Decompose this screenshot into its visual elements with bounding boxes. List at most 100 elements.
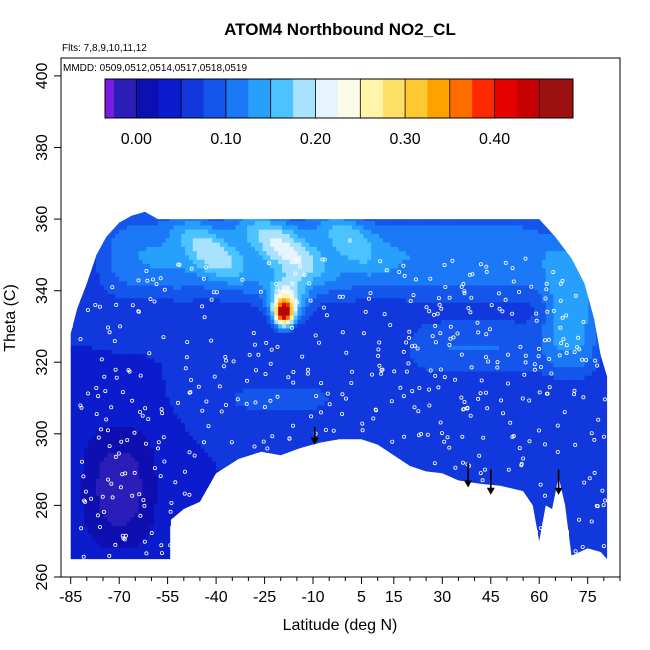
heatmap-cell <box>254 448 260 454</box>
heatmap-cell <box>219 216 225 222</box>
heatmap-cell <box>154 469 159 475</box>
heatmap-cell <box>169 357 175 363</box>
heatmap-cell <box>73 564 77 569</box>
heatmap-cell <box>150 327 155 333</box>
heatmap-cell <box>95 521 101 527</box>
heatmap-cell <box>231 409 237 415</box>
heatmap-cell <box>146 546 151 552</box>
heatmap-cell <box>165 435 171 441</box>
heatmap-cell <box>216 250 221 256</box>
heatmap-cell <box>119 357 124 363</box>
heatmap-cell <box>161 473 167 479</box>
heatmap-cell <box>142 362 147 368</box>
heatmap-cell <box>223 323 229 329</box>
heatmap-cell <box>243 388 248 393</box>
heatmap-cell <box>340 216 345 222</box>
heatmap-cell <box>92 272 97 277</box>
heatmap-cell <box>157 272 163 277</box>
heatmap-cell <box>103 379 109 385</box>
heatmap-cell <box>146 448 151 454</box>
heatmap-cell <box>72 473 78 479</box>
heatmap-cell <box>282 426 287 432</box>
heatmap-cell <box>223 418 229 423</box>
heatmap-cell <box>192 267 198 273</box>
heatmap-cell <box>126 254 132 260</box>
heatmap-cell <box>165 229 171 234</box>
heatmap-cell <box>278 456 283 462</box>
heatmap-cell <box>177 473 182 479</box>
heatmap-cell <box>154 430 159 436</box>
heatmap-cell <box>208 439 213 445</box>
heatmap-cell <box>200 375 206 381</box>
heatmap-cell <box>162 564 166 569</box>
heatmap-cell <box>270 426 275 432</box>
heatmap-cell <box>65 465 69 470</box>
heatmap-cell <box>154 267 159 273</box>
heatmap-cell <box>328 280 334 286</box>
heatmap-cell <box>61 414 65 419</box>
heatmap-cell <box>258 366 264 372</box>
heatmap-cell <box>76 482 81 488</box>
heatmap-cell <box>107 426 113 432</box>
heatmap-cell <box>127 564 131 569</box>
heatmap-cell <box>188 426 194 432</box>
heatmap-cell <box>251 310 256 316</box>
heatmap-cell <box>157 254 163 260</box>
heatmap-cell <box>134 443 140 449</box>
heatmap-cell <box>332 293 337 299</box>
heatmap-cell <box>177 233 182 239</box>
heatmap-cell <box>305 220 310 226</box>
heatmap-cell <box>84 461 89 466</box>
heatmap-cell <box>266 366 271 372</box>
heatmap-cell <box>278 413 283 419</box>
heatmap-cell <box>115 525 120 531</box>
heatmap-cell <box>212 435 217 441</box>
heatmap-cell <box>340 267 345 273</box>
heatmap-cell <box>204 469 209 475</box>
heatmap-cell <box>235 435 240 441</box>
heatmap-cell <box>270 254 275 260</box>
heatmap-cell <box>123 426 128 432</box>
heatmap-cell <box>177 499 182 505</box>
heatmap-cell <box>324 409 330 415</box>
heatmap-cell <box>235 388 240 393</box>
heatmap-cell <box>188 284 194 290</box>
heatmap-cell <box>313 370 318 376</box>
heatmap-cell <box>169 263 175 269</box>
heatmap-field <box>61 211 608 569</box>
heatmap-cell <box>157 357 163 363</box>
heatmap-cell <box>235 211 240 217</box>
heatmap-cell <box>216 443 221 449</box>
heatmap-cell <box>204 435 209 441</box>
heatmap-cell <box>92 314 97 320</box>
heatmap-cell <box>235 246 240 252</box>
heatmap-cell <box>173 430 178 436</box>
heatmap-cell <box>157 216 163 222</box>
heatmap-cell <box>126 448 132 454</box>
heatmap-cell <box>204 306 209 312</box>
heatmap-cell <box>262 293 268 299</box>
heatmap-cell <box>324 237 330 243</box>
heatmap-cell <box>99 362 105 368</box>
heatmap-cell <box>161 555 167 560</box>
heatmap-cell <box>126 546 132 552</box>
heatmap-cell <box>204 366 209 372</box>
heatmap-cell <box>204 327 209 333</box>
heatmap-cell <box>80 370 85 376</box>
heatmap-cell <box>146 560 150 565</box>
heatmap-cell <box>340 439 345 445</box>
heatmap-cell <box>80 413 85 419</box>
heatmap-cell <box>262 216 268 222</box>
heatmap-cell <box>61 556 65 561</box>
heatmap-cell <box>103 413 109 419</box>
heatmap-cell <box>320 396 326 402</box>
heatmap-cell <box>309 229 314 234</box>
heatmap-cell <box>142 366 147 372</box>
heatmap-cell <box>243 392 248 398</box>
heatmap-cell <box>219 396 225 402</box>
heatmap-cell <box>188 357 194 363</box>
heatmap-cell <box>231 452 237 458</box>
heatmap-cell <box>138 237 144 243</box>
heatmap-cell <box>309 405 314 411</box>
heatmap-cell <box>126 276 132 282</box>
